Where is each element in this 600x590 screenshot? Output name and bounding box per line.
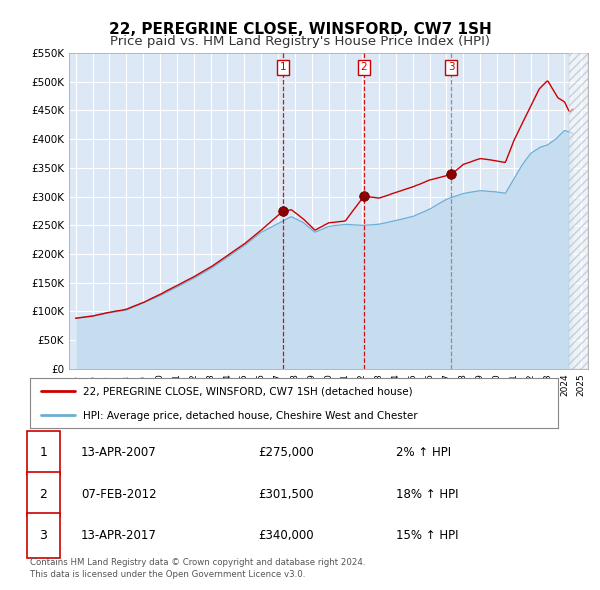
Text: 3: 3 — [40, 529, 47, 542]
Text: £340,000: £340,000 — [258, 529, 314, 542]
Text: 22, PEREGRINE CLOSE, WINSFORD, CW7 1SH (detached house): 22, PEREGRINE CLOSE, WINSFORD, CW7 1SH (… — [83, 386, 412, 396]
Text: 1: 1 — [40, 446, 47, 460]
Text: £275,000: £275,000 — [258, 446, 314, 460]
Text: £301,500: £301,500 — [258, 487, 314, 501]
Bar — [283, 53, 451, 369]
Text: 2% ↑ HPI: 2% ↑ HPI — [396, 446, 451, 460]
Text: 22, PEREGRINE CLOSE, WINSFORD, CW7 1SH: 22, PEREGRINE CLOSE, WINSFORD, CW7 1SH — [109, 22, 491, 37]
Text: 18% ↑ HPI: 18% ↑ HPI — [396, 487, 458, 501]
Bar — [569, 53, 588, 369]
Text: 3: 3 — [448, 63, 454, 73]
Text: Price paid vs. HM Land Registry's House Price Index (HPI): Price paid vs. HM Land Registry's House … — [110, 35, 490, 48]
Text: This data is licensed under the Open Government Licence v3.0.: This data is licensed under the Open Gov… — [30, 570, 305, 579]
Text: 07-FEB-2012: 07-FEB-2012 — [81, 487, 157, 501]
Text: HPI: Average price, detached house, Cheshire West and Chester: HPI: Average price, detached house, Ches… — [83, 411, 418, 421]
Text: 13-APR-2007: 13-APR-2007 — [81, 446, 157, 460]
Text: 2: 2 — [361, 63, 367, 73]
Text: 13-APR-2017: 13-APR-2017 — [81, 529, 157, 542]
Text: 2: 2 — [40, 487, 47, 501]
Text: 1: 1 — [280, 63, 286, 73]
Text: Contains HM Land Registry data © Crown copyright and database right 2024.: Contains HM Land Registry data © Crown c… — [30, 558, 365, 567]
Text: 15% ↑ HPI: 15% ↑ HPI — [396, 529, 458, 542]
